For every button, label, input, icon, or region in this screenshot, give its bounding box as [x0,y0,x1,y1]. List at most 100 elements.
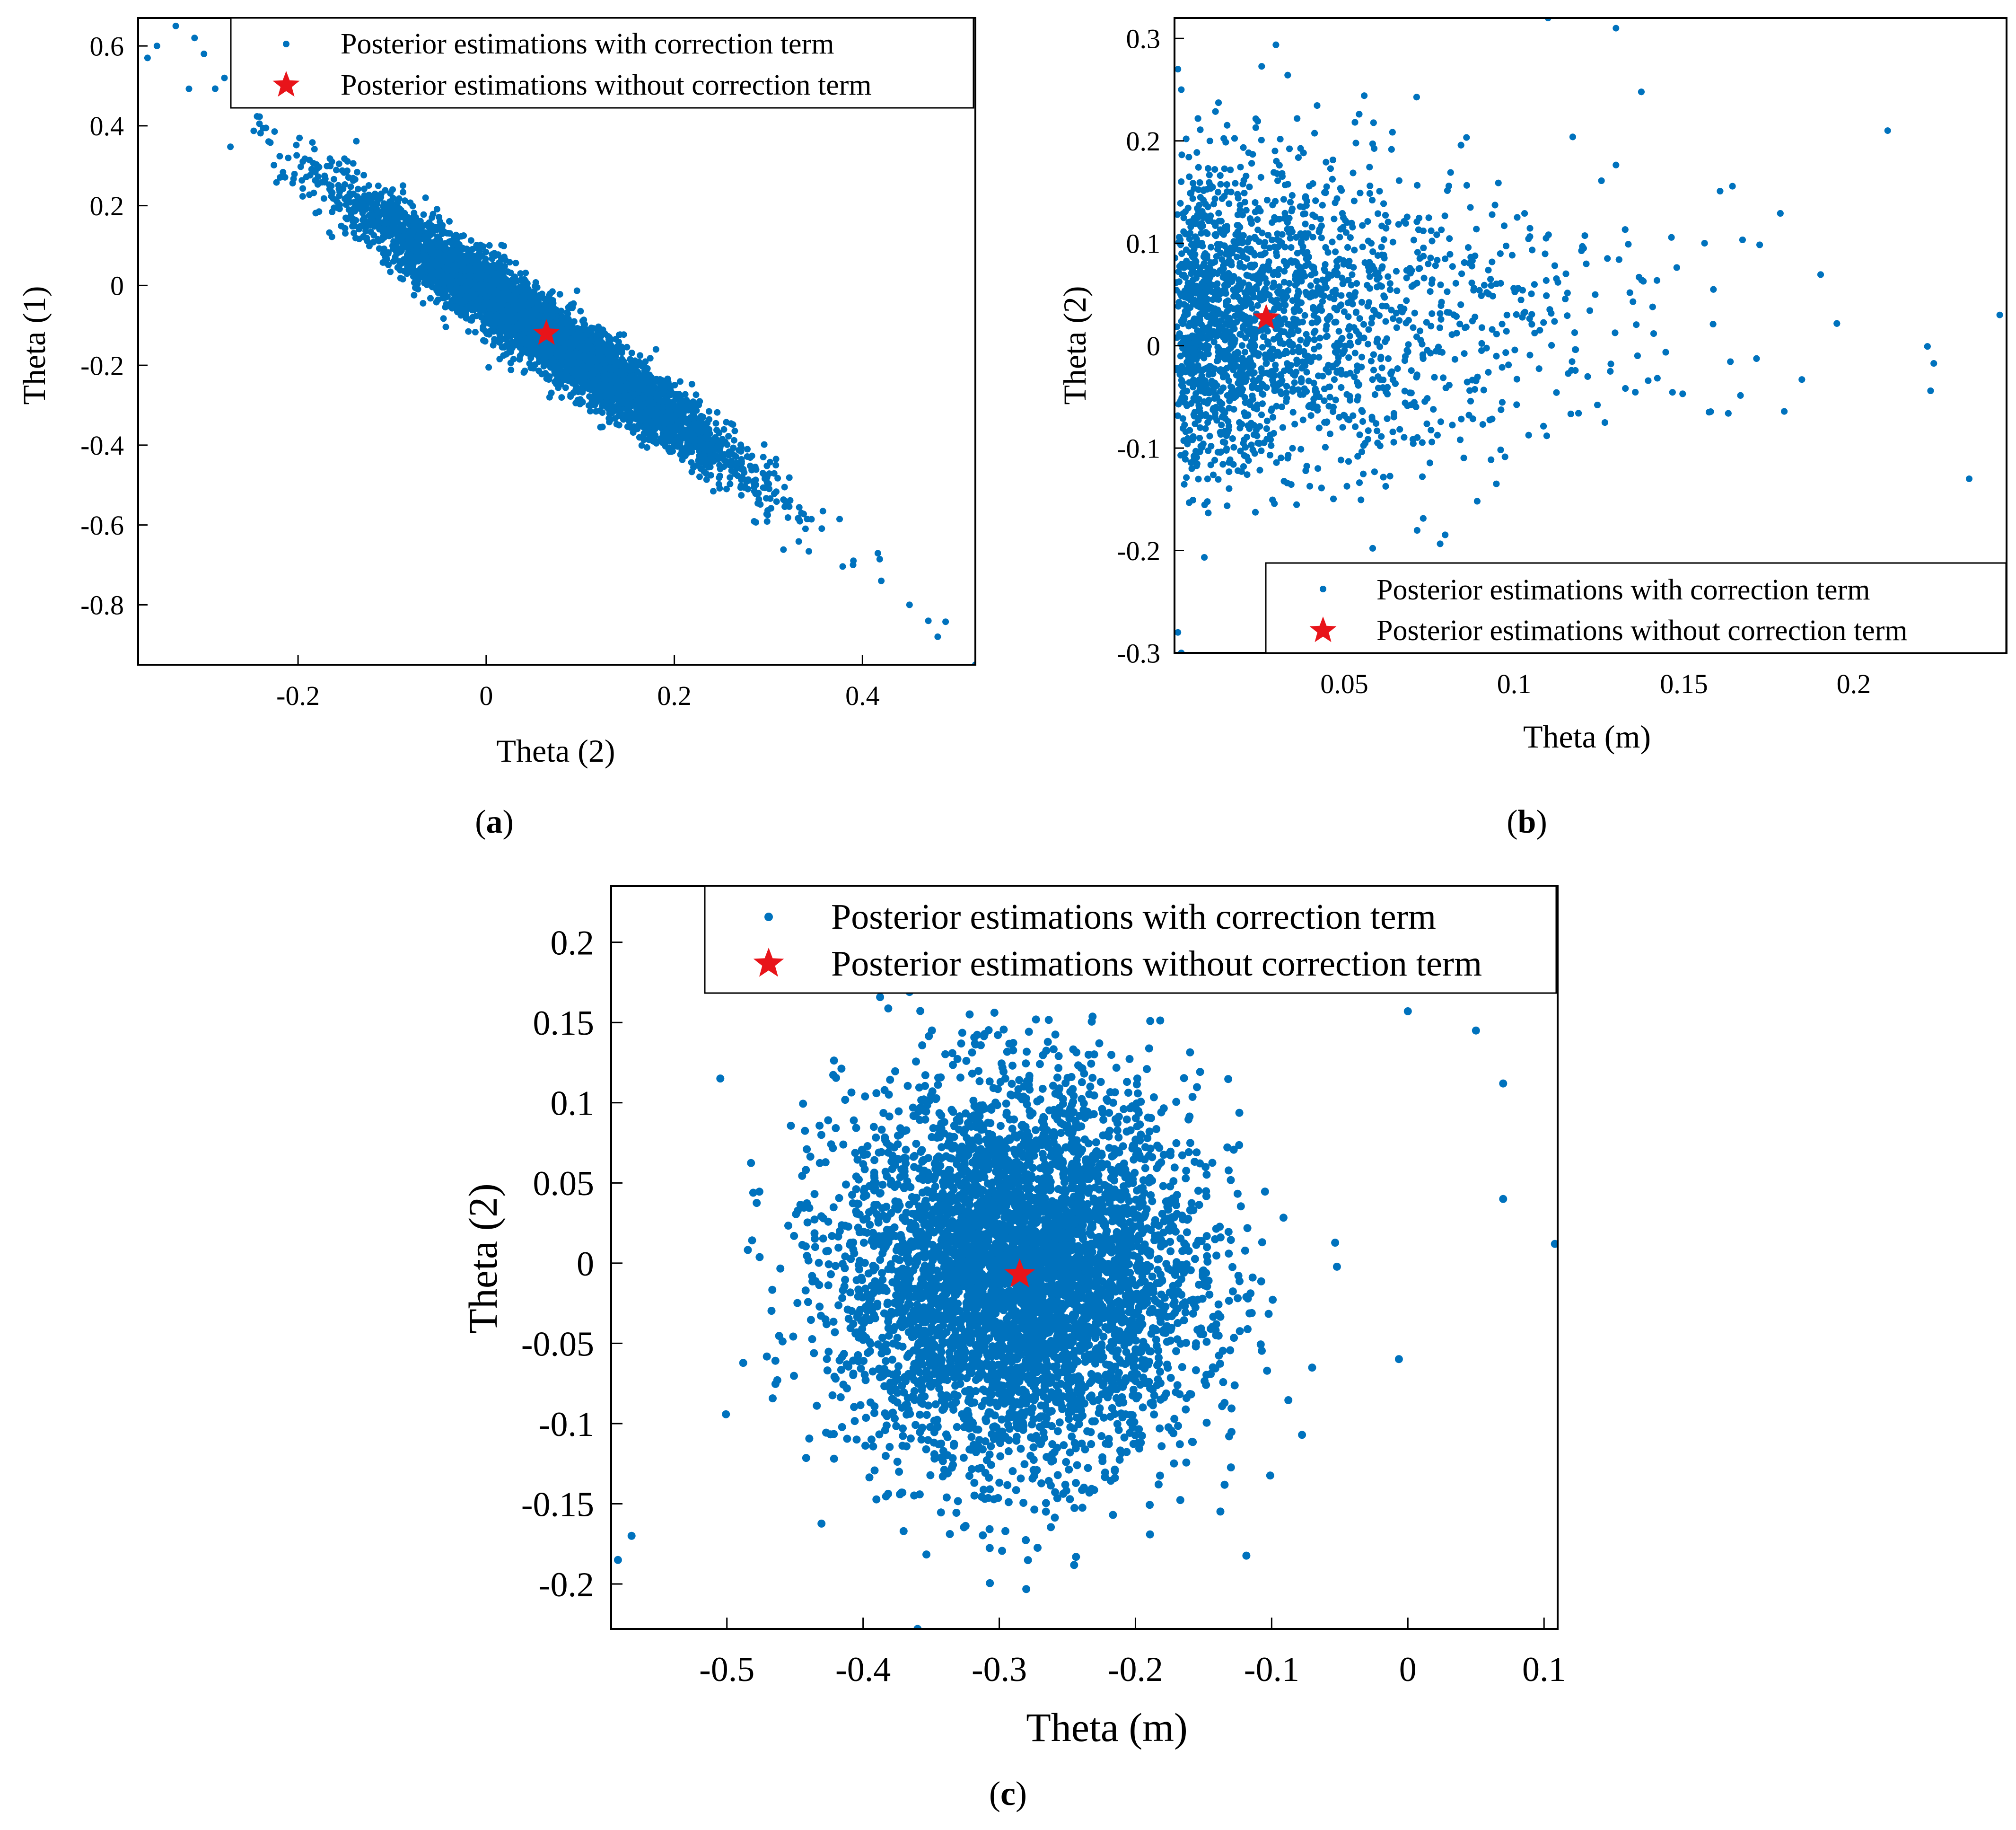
scatter-point [460,232,467,239]
scatter-point [628,350,635,356]
scatter-point [696,452,703,459]
scatter-point [400,189,407,196]
scatter-point [802,525,809,532]
scatter-point [411,210,418,217]
scatter-point [573,371,580,378]
scatter-point [447,250,454,257]
scatter-point [303,173,310,180]
scatter-point [586,393,593,400]
scatter-point [442,246,449,254]
scatter-point [730,437,737,444]
scatter-point [320,195,327,202]
scatter-point [763,474,771,481]
scatter-point [551,319,558,326]
scatter-point [316,208,323,215]
scatter-point [738,460,745,467]
scatter-point [335,160,342,167]
scatter-point [385,250,392,257]
scatter-point [313,161,320,168]
scatter-point [620,397,627,405]
scatter-point [662,426,669,433]
scatter-point [399,238,406,246]
scatter-point [767,458,773,466]
scatter-point [647,355,654,362]
scatter-point [784,514,791,521]
scatter-point [511,300,518,308]
scatter-point [525,303,532,310]
scatter-point [710,458,717,465]
scatter-point [704,426,711,433]
scatter-point [665,402,672,409]
scatter-point [500,243,507,249]
scatter-point [328,193,335,200]
scatter-point [612,415,619,422]
scatter-point [558,325,565,332]
scatter-point [764,507,771,514]
scatter-point [438,256,445,264]
scatter-point [482,258,489,265]
scatter-point [608,344,615,352]
scatter-point [341,155,348,162]
scatter-point [795,538,802,545]
scatter-point [627,375,634,382]
scatter-point [399,182,406,189]
scatter-point [507,269,514,276]
scatter-point [363,234,370,241]
scatter-point [365,221,372,228]
scatter-point [579,334,586,341]
scatter-point [707,464,714,471]
scatter-point [394,199,402,206]
scatter-point [336,192,343,199]
scatter-point [399,232,406,239]
scatter-point [501,284,508,291]
scatter-point [353,138,360,145]
scatter-point [636,403,643,410]
scatter-point [616,331,623,338]
scatter-point [691,432,698,440]
scatter-point [601,342,608,349]
scatter-point [696,473,703,480]
scatter-point [311,146,318,153]
scatter-point [725,433,732,440]
scatter-point [697,465,704,472]
scatter-point [771,470,778,477]
scatter-point [786,474,793,481]
scatter-point [705,408,712,415]
scatter-point [329,208,336,215]
scatter-point [587,402,595,409]
scatter-point [781,484,788,491]
scatter-point [587,408,594,414]
scatter-point [417,218,424,225]
scatter-point [185,85,193,92]
scatter-point [473,262,479,269]
scatter-point [626,419,633,426]
scatter-point [485,364,492,371]
scatter-point [299,193,306,200]
scatter-point [406,266,413,273]
scatter-point [530,319,537,326]
scatter-point [343,216,351,223]
scatter-point [360,172,368,179]
scatter-point [668,382,675,389]
scatter-point [614,403,621,410]
scatter-point [652,346,659,353]
scatter-point [280,173,287,180]
scatter-point [606,419,613,426]
scatter-point [356,236,363,243]
scatter-point [692,391,700,398]
scatter-point [634,369,641,376]
scatter-point [637,352,644,359]
scatter-point [344,167,351,174]
scatter-point [637,407,644,414]
scatter-point [342,201,350,208]
scatter-point [573,287,580,294]
scatter-point [688,381,695,387]
scatter-point [692,400,699,407]
scatter-point [819,508,826,515]
scatter-point [628,384,635,391]
scatter-point [567,304,574,311]
scatter-point [642,358,649,365]
scatter-point [562,384,569,391]
scatter-point [512,259,519,266]
scatter-point [747,454,754,461]
